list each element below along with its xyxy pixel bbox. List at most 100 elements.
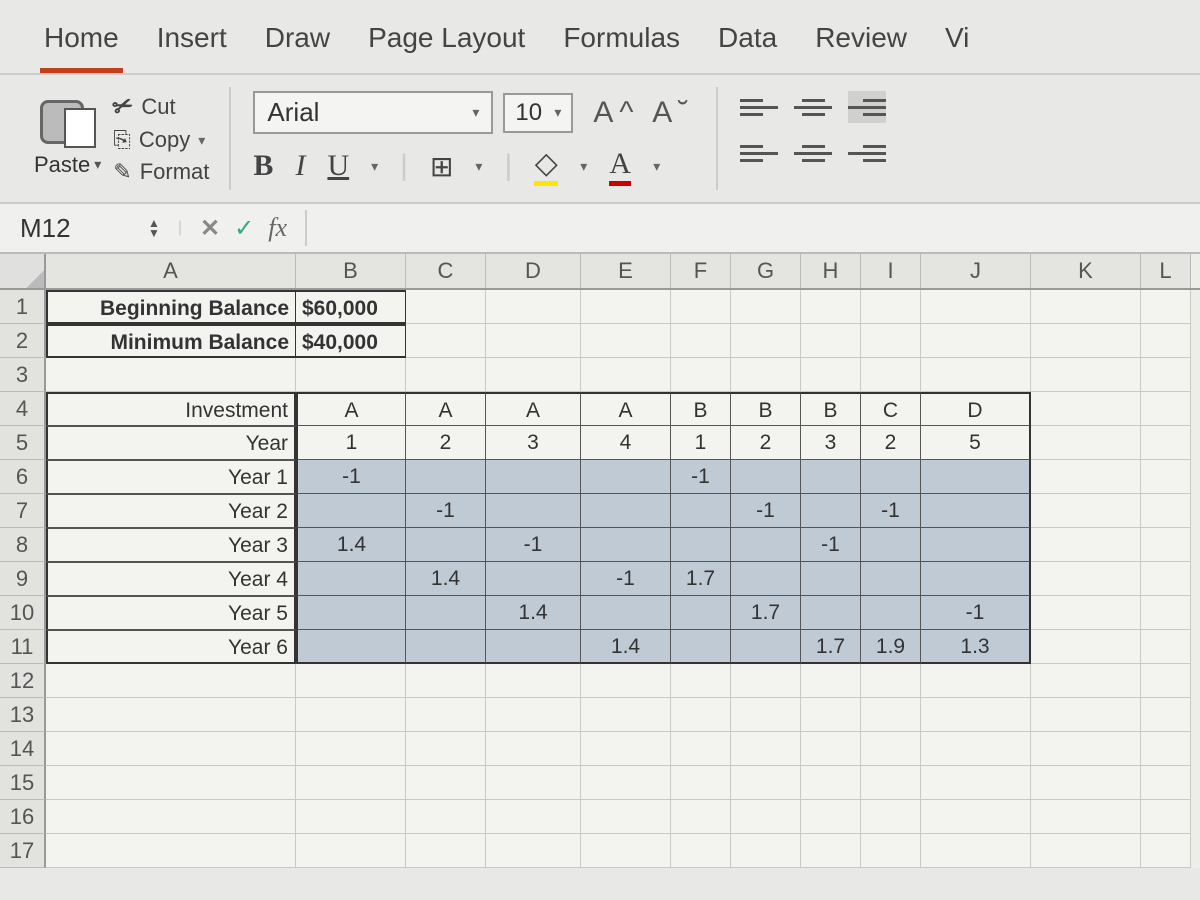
cell-I10[interactable] — [861, 596, 921, 630]
cell-I2[interactable] — [861, 324, 921, 358]
cell-H1[interactable] — [801, 290, 861, 324]
cell-C1[interactable] — [406, 290, 486, 324]
tab-draw[interactable]: Draw — [261, 10, 334, 73]
copy-button[interactable]: ⎘ Copy ▾ — [113, 127, 209, 153]
cell-I3[interactable] — [861, 358, 921, 392]
cell-D11[interactable] — [486, 630, 581, 664]
cell-I13[interactable] — [861, 698, 921, 732]
column-header-I[interactable]: I — [861, 254, 921, 288]
column-header-E[interactable]: E — [581, 254, 671, 288]
cell-C6[interactable] — [406, 460, 486, 494]
row-header-15[interactable]: 15 — [0, 766, 46, 800]
cell-K15[interactable] — [1031, 766, 1141, 800]
cell-H14[interactable] — [801, 732, 861, 766]
tab-view[interactable]: Vi — [941, 10, 973, 73]
cell-B1[interactable]: $60,000 — [296, 290, 406, 324]
cell-K14[interactable] — [1031, 732, 1141, 766]
cell-F13[interactable] — [671, 698, 731, 732]
cell-J12[interactable] — [921, 664, 1031, 698]
cell-B16[interactable] — [296, 800, 406, 834]
cell-J6[interactable] — [921, 460, 1031, 494]
format-painter-button[interactable]: ✎ Format — [113, 159, 209, 185]
tab-formulas[interactable]: Formulas — [559, 10, 684, 73]
fill-color-button[interactable]: ◇ — [534, 146, 558, 186]
cell-C7[interactable]: -1 — [406, 494, 486, 528]
cell-F17[interactable] — [671, 834, 731, 868]
cell-G17[interactable] — [731, 834, 801, 868]
cell-K8[interactable] — [1031, 528, 1141, 562]
cell-B5[interactable]: 1 — [296, 426, 406, 460]
cell-A9[interactable]: Year 4 — [46, 562, 296, 596]
cell-C4[interactable]: A — [406, 392, 486, 426]
cell-L8[interactable] — [1141, 528, 1191, 562]
column-header-B[interactable]: B — [296, 254, 406, 288]
cell-I17[interactable] — [861, 834, 921, 868]
cell-B12[interactable] — [296, 664, 406, 698]
row-header-5[interactable]: 5 — [0, 426, 46, 460]
cell-J2[interactable] — [921, 324, 1031, 358]
cell-D1[interactable] — [486, 290, 581, 324]
align-center-button[interactable] — [794, 137, 832, 169]
cell-I9[interactable] — [861, 562, 921, 596]
cell-A13[interactable] — [46, 698, 296, 732]
cell-C2[interactable] — [406, 324, 486, 358]
cell-K2[interactable] — [1031, 324, 1141, 358]
cell-L16[interactable] — [1141, 800, 1191, 834]
name-box[interactable]: M12 — [20, 213, 130, 244]
cell-J14[interactable] — [921, 732, 1031, 766]
cell-J5[interactable]: 5 — [921, 426, 1031, 460]
cell-B9[interactable] — [296, 562, 406, 596]
cell-D14[interactable] — [486, 732, 581, 766]
cell-F5[interactable]: 1 — [671, 426, 731, 460]
cell-H17[interactable] — [801, 834, 861, 868]
cell-D8[interactable]: -1 — [486, 528, 581, 562]
cell-C16[interactable] — [406, 800, 486, 834]
cell-J1[interactable] — [921, 290, 1031, 324]
cell-G1[interactable] — [731, 290, 801, 324]
cell-D12[interactable] — [486, 664, 581, 698]
cell-H13[interactable] — [801, 698, 861, 732]
cell-H3[interactable] — [801, 358, 861, 392]
cell-B10[interactable] — [296, 596, 406, 630]
cell-C5[interactable]: 2 — [406, 426, 486, 460]
cell-K1[interactable] — [1031, 290, 1141, 324]
select-all-corner[interactable] — [0, 254, 46, 288]
tab-page-layout[interactable]: Page Layout — [364, 10, 529, 73]
cell-H4[interactable]: B — [801, 392, 861, 426]
cell-G5[interactable]: 2 — [731, 426, 801, 460]
tab-review[interactable]: Review — [811, 10, 911, 73]
cell-F11[interactable] — [671, 630, 731, 664]
row-header-7[interactable]: 7 — [0, 494, 46, 528]
cell-K12[interactable] — [1031, 664, 1141, 698]
cell-K11[interactable] — [1031, 630, 1141, 664]
cell-A8[interactable]: Year 3 — [46, 528, 296, 562]
cell-G4[interactable]: B — [731, 392, 801, 426]
font-name-select[interactable]: Arial ▾ — [253, 91, 493, 134]
cell-B13[interactable] — [296, 698, 406, 732]
cell-A11[interactable]: Year 6 — [46, 630, 296, 664]
cell-A1[interactable]: Beginning Balance — [46, 290, 296, 324]
cell-E10[interactable] — [581, 596, 671, 630]
cell-G2[interactable] — [731, 324, 801, 358]
cell-J15[interactable] — [921, 766, 1031, 800]
cell-L5[interactable] — [1141, 426, 1191, 460]
cell-I5[interactable]: 2 — [861, 426, 921, 460]
row-header-12[interactable]: 12 — [0, 664, 46, 698]
cell-K5[interactable] — [1031, 426, 1141, 460]
cell-H5[interactable]: 3 — [801, 426, 861, 460]
cell-A10[interactable]: Year 5 — [46, 596, 296, 630]
cell-E12[interactable] — [581, 664, 671, 698]
cell-J16[interactable] — [921, 800, 1031, 834]
cell-H16[interactable] — [801, 800, 861, 834]
cell-I14[interactable] — [861, 732, 921, 766]
font-size-select[interactable]: 10 ▾ — [503, 93, 573, 133]
cell-G9[interactable] — [731, 562, 801, 596]
cell-F8[interactable] — [671, 528, 731, 562]
cell-K17[interactable] — [1031, 834, 1141, 868]
cell-C9[interactable]: 1.4 — [406, 562, 486, 596]
row-header-8[interactable]: 8 — [0, 528, 46, 562]
cell-C14[interactable] — [406, 732, 486, 766]
cell-K13[interactable] — [1031, 698, 1141, 732]
cell-A6[interactable]: Year 1 — [46, 460, 296, 494]
cell-C17[interactable] — [406, 834, 486, 868]
